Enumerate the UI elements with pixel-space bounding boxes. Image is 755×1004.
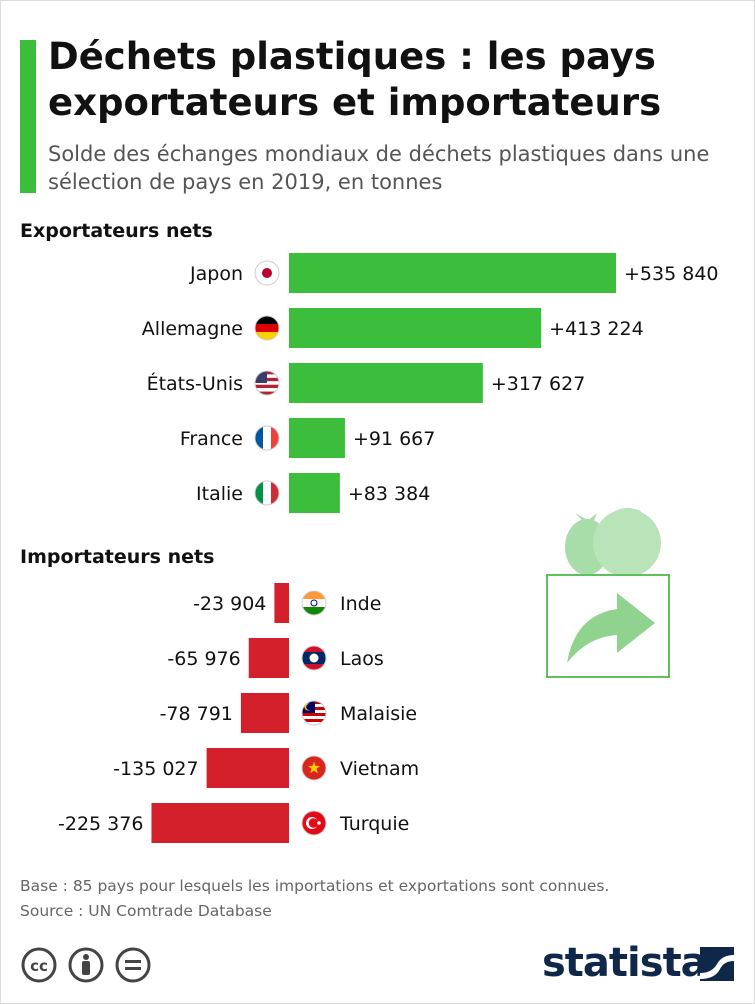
category-label: Allemagne	[142, 318, 243, 340]
svg-text:cc: cc	[30, 957, 48, 975]
cc-icon: cc	[21, 947, 57, 983]
section-label-importers: Importateurs nets	[20, 546, 215, 568]
page-title: Déchets plastiques : les pays exportateu…	[48, 35, 662, 124]
statista-brand: statista	[542, 935, 742, 991]
category-label: Japon	[189, 263, 243, 285]
bar	[240, 693, 289, 733]
data-label: -78 791	[160, 703, 233, 725]
data-label: -225 376	[58, 813, 143, 835]
laos-flag	[301, 645, 327, 671]
bar	[289, 418, 345, 458]
category-label: États-Unis	[147, 372, 243, 395]
category-label: Italie	[196, 483, 243, 505]
footnote-base: Base : 85 pays pour lesquels les importa…	[20, 877, 610, 895]
bar	[206, 748, 289, 788]
data-label: +317 627	[491, 373, 586, 395]
data-label: +83 384	[348, 483, 430, 505]
page-subtitle: Solde des échanges mondiaux de déchets p…	[48, 142, 710, 194]
brand-name: statista	[542, 940, 708, 986]
data-label: -65 976	[167, 648, 240, 670]
nd-icon	[115, 947, 151, 983]
bar	[274, 583, 289, 623]
malaysia-flag	[301, 700, 327, 726]
bar	[151, 803, 289, 843]
italy-flag	[254, 480, 280, 506]
bar	[289, 473, 340, 513]
statista-logo-icon	[700, 947, 734, 981]
india-flag	[301, 590, 327, 616]
bar	[289, 308, 542, 348]
category-label: Inde	[340, 593, 381, 615]
category-label: Vietnam	[340, 758, 419, 780]
bar	[289, 253, 616, 293]
cc-license-icons: cc	[21, 947, 151, 983]
category-label: Malaisie	[340, 703, 417, 725]
turkey-flag	[301, 810, 327, 836]
bar	[289, 363, 483, 403]
usa-flag	[254, 370, 280, 396]
data-label: +91 667	[353, 428, 435, 450]
by-icon	[68, 947, 104, 983]
data-label: +535 840	[624, 263, 719, 285]
germany-flag	[254, 315, 280, 341]
accent-bar	[20, 40, 36, 193]
plastic-waste-box-icon	[546, 508, 670, 678]
data-label: +413 224	[549, 318, 644, 340]
section-label-exporters: Exportateurs nets	[20, 220, 213, 242]
category-label: Turquie	[339, 813, 409, 835]
data-label: -135 027	[113, 758, 198, 780]
category-label: France	[180, 428, 243, 450]
bar	[248, 638, 289, 678]
data-label: -23 904	[193, 593, 266, 615]
france-flag	[254, 425, 280, 451]
footnote: Base : 85 pays pour lesquels les importa…	[20, 874, 609, 924]
japan-flag	[254, 260, 280, 286]
footnote-source: Source : UN Comtrade Database	[20, 902, 272, 920]
category-label: Laos	[340, 648, 384, 670]
vietnam-flag	[301, 755, 327, 781]
